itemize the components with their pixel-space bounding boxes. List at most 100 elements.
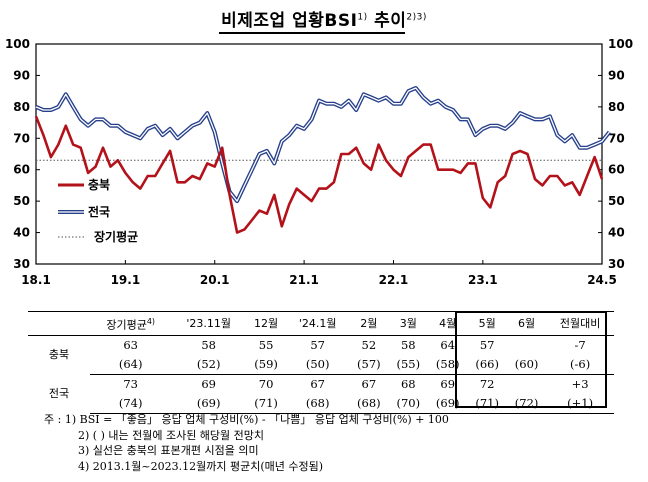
table-cell: 58 [400,337,416,352]
table-cell: 67 [361,376,377,391]
chart-title-main: 비제조업 업황BSI [221,11,358,31]
table-cell: (69) [427,393,468,414]
y-tick-label-right: 60 [608,163,625,177]
x-tick-label: 20.1 [200,273,230,287]
title-underline [219,32,405,34]
footnote-4: 4) 2013.1월~2023.12월까지 평균치(매년 수정됨) [78,459,323,473]
table-cell: (71) [245,393,287,414]
table-cell: 73 [123,376,138,391]
table-cell: (70) [388,393,428,414]
table-row-label-chungbuk: 충북 [48,348,70,362]
table-header-cell: '23.11월 [171,311,246,336]
bsi-line-chart: 30 30 40 40 50 50 60 60 70 70 80 80 90 90 100 100 18.1 19… [5,37,633,287]
x-tick-label: 21.1 [289,273,319,287]
table-header-cell: 12월 [245,311,287,336]
table-cell: 52 [361,337,377,352]
y-tick-label-right: 70 [608,131,625,145]
series-line-chungbuk [34,115,604,234]
highlight-box [455,311,607,408]
y-tick-label-right: 50 [608,194,625,208]
x-tick-label: 24.5 [587,273,617,287]
footnote-3: 3) 실선은 충북의 표본개편 시점을 의미 [78,444,259,457]
table-header-sup: 4) [146,317,156,326]
chart-title-sup2: 2)3) [406,12,427,23]
chart-title-wrap: 비제조업 업황BSI1) 추이2)3) [0,6,648,31]
table-cell: 70 [258,376,274,391]
table-cell: 57 [310,337,325,352]
table-cell: 69 [201,376,216,391]
table-cell: 64 [440,337,456,352]
table-row-chungbuk-forecast: (64) (52) (59) (50) (57) (55) (58) (66) … [28,354,614,375]
table-cell: 58 [201,337,216,352]
table-cell: 63 [123,337,138,352]
chart-title: 비제조업 업황BSI1) 추이2)3) [221,11,427,31]
table-cell: (-6) [546,354,614,375]
table-header-cell: 장기평균4) [90,311,172,336]
table-header-row: 장기평균4) '23.11월 12월 '24.1월 2월 3월 4월 5월 6월… [28,311,614,336]
table-header-cell: 2월 [349,311,389,336]
y-tick-label-left: 70 [13,131,30,145]
table-cell: 55 [258,337,274,352]
table-cell: (60) [506,354,547,375]
chart-title-mid: 추이 [367,11,407,31]
footnote-2: 2) ( ) 내는 전월에 조사된 해당월 전망치 [78,428,265,442]
footnote-prefix: 주 : 1) [44,413,77,426]
y-tick-label-right: 30 [608,257,625,271]
y-tick-label-left: 90 [13,68,30,82]
table-cell: (64) [90,354,172,375]
table-cell: -7 [574,337,586,352]
table-cell: 69 [440,376,456,391]
legend-label-average: 장기평균 [94,229,138,244]
table-cell: (74) [90,393,172,414]
y-tick-label-left: 60 [13,163,30,177]
footnote-1: 주 : 1) BSI = 「좋음」 응답 업체 구성비(%) - 「나쁨」 응답… [44,412,449,428]
table-cell: (58) [427,354,468,375]
bsi-table: 장기평균4) '23.11월 12월 '24.1월 2월 3월 4월 5월 6월… [28,311,614,414]
table-cell: (68) [286,393,350,414]
footnotes: 주 : 1) BSI = 「좋음」 응답 업체 구성비(%) - 「나쁨」 응답… [44,412,449,474]
x-tick-label: 22.1 [379,273,409,287]
table-cell: 67 [310,376,325,391]
y-tick-label-right: 40 [608,226,625,240]
table-cell: (68) [349,393,389,414]
table-cell: 68 [400,376,416,391]
footnote-1-text: BSI = 「좋음」 응답 업체 구성비(%) - 「나쁨」 응답 업체 구성비… [79,413,449,426]
plot-frame [35,43,603,265]
legend-label-chungbuk: 충북 [88,177,110,192]
table-row-label-national: 전국 [48,387,70,401]
y-tick-label-left: 80 [13,100,30,114]
table-cell: (55) [388,354,428,375]
table-header-blank [28,311,90,336]
y-tick-label-left: 40 [13,226,30,240]
table-cell: 57 [479,337,495,352]
table-header-label: 장기평균 [106,318,147,332]
x-tick-label: 18.1 [21,273,51,287]
table-cell: (57) [349,354,389,375]
table-cell: +3 [571,376,589,391]
table-cell: (52) [171,354,246,375]
table-row-national-actual: 전국 73 69 70 67 67 68 69 72 +3 [28,374,614,401]
y-tick-label-right: 90 [608,68,625,82]
x-tick-label: 23.1 [468,273,498,287]
chart-title-sup1: 1) [357,12,368,23]
series-line-national-inner [35,87,610,202]
y-tick-label-left: 30 [13,257,30,271]
y-tick-label-right: 100 [608,37,633,51]
y-tick-label-left: 100 [5,37,30,51]
legend-label-national: 전국 [88,204,110,219]
table-cell: (69) [171,393,246,414]
table-header-cell: 4월 [427,311,468,336]
table-cell: (66) [467,354,507,375]
y-tick-label-left: 50 [13,194,30,208]
x-tick-label: 19.1 [111,273,141,287]
table-header-cell: 3월 [388,311,428,336]
table-cell: (59) [245,354,287,375]
table-cell: 72 [479,376,495,391]
table-row-national-forecast: (74) (69) (71) (68) (68) (70) (69) (71) … [28,393,614,414]
table-row-chungbuk-actual: 충북 63 58 55 57 52 58 64 57 -7 [28,335,614,362]
table-header-cell: 6월 [506,311,547,336]
table-cell: (50) [286,354,350,375]
table-header-cell: '24.1월 [286,311,350,336]
y-tick-label-right: 80 [608,100,625,114]
series-line-national-outer [35,86,611,204]
